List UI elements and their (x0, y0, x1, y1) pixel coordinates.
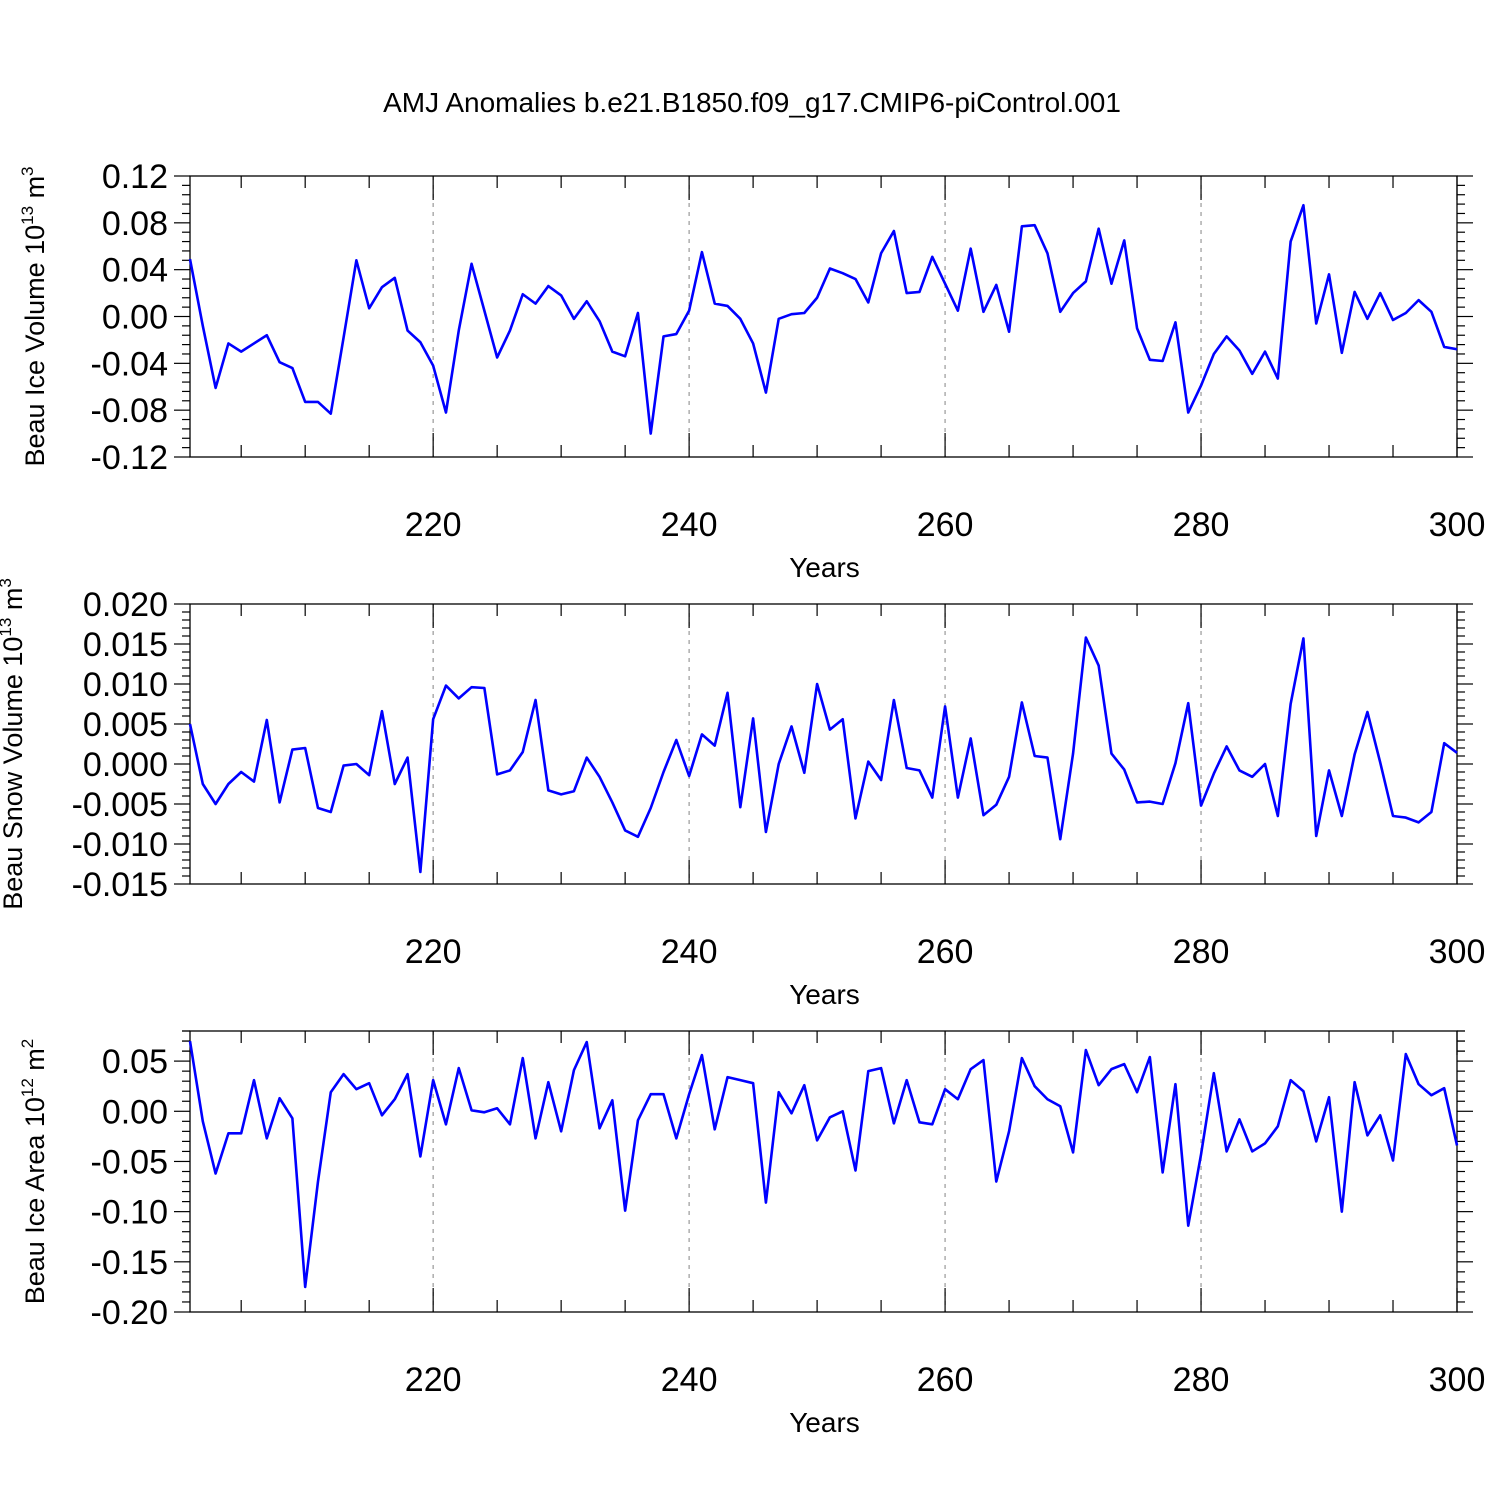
y-axis-label: Beau Ice Volume 1013 m3 (18, 166, 50, 466)
y-tick-label: -0.015 (72, 866, 168, 904)
chart-panel-2: -0.015-0.010-0.0050.0000.0050.0100.0150.… (0, 578, 1485, 1010)
y-axis-label-unit: m (20, 1048, 50, 1078)
figure-title: AMJ Anomalies b.e21.B1850.f09_g17.CMIP6-… (383, 87, 1121, 118)
y-tick-label: -0.05 (91, 1143, 169, 1181)
series-line (188, 203, 1458, 435)
y-axis-label-unit-exponent: 2 (18, 1039, 37, 1048)
x-tick-label: 220 (405, 1361, 462, 1399)
y-tick-label: 0.05 (102, 1043, 168, 1081)
y-axis-label-text: Beau Ice Area 10 (20, 1097, 50, 1304)
x-tick-label: 220 (405, 933, 462, 971)
x-tick-label: 260 (917, 933, 974, 971)
x-tick-label: 240 (661, 506, 718, 544)
y-axis-label-unit: m (0, 588, 28, 618)
x-tick-label: 260 (917, 506, 974, 544)
y-tick-label: 0.04 (102, 252, 168, 290)
y-axis-label-exponent: 13 (0, 618, 15, 637)
chart-panel-3: -0.20 -0.15 -0.10 -0.05 0.00 0.05 220 240 260 280… (18, 1030, 1486, 1438)
x-tick-label: 280 (1173, 1361, 1230, 1399)
y-tick-label: -0.15 (91, 1244, 169, 1282)
y-tick-label: 0.00 (102, 299, 168, 337)
y-axis-label-unit-exponent: 3 (18, 166, 37, 175)
x-tick-label: 260 (917, 1361, 974, 1399)
y-tick-label: -0.08 (91, 392, 169, 430)
chart-panel-1: -0.12 -0.08 -0.04 0.00 0.04 0.08 0.12 220 240 260… (18, 158, 1485, 583)
y-tick-label: -0.005 (72, 786, 168, 824)
y-tick-label: 0.000 (83, 746, 168, 784)
x-tick-label: 300 (1429, 506, 1486, 544)
plot-frame (189, 603, 1458, 885)
y-axis-label: Beau Snow Volume 1013 m3 (0, 578, 28, 910)
y-axis-label-unit: m (20, 176, 50, 206)
y-tick-label: -0.010 (72, 826, 168, 864)
y-tick-label: 0.00 (102, 1093, 168, 1131)
x-tick-label: 220 (405, 506, 462, 544)
plot-frame (189, 175, 1458, 458)
series-line (188, 636, 1458, 874)
x-axis-label: Years (789, 979, 860, 1010)
y-tick-label: 0.015 (83, 626, 168, 664)
y-tick-label: -0.12 (91, 439, 169, 477)
y-tick-label: -0.10 (91, 1194, 169, 1232)
y-tick-label: -0.04 (91, 345, 169, 383)
x-axis-label: Years (789, 552, 860, 583)
x-tick-label: 280 (1173, 933, 1230, 971)
x-tick-label: 300 (1429, 933, 1486, 971)
y-tick-label: 0.005 (83, 706, 168, 744)
y-axis-label-text: Beau Snow Volume 10 (0, 637, 28, 910)
y-axis-label: Beau Ice Area 1012 m2 (18, 1039, 50, 1305)
y-tick-label: 0.08 (102, 205, 168, 243)
y-axis-label-exponent: 13 (18, 206, 37, 225)
y-axis-label-exponent: 12 (18, 1078, 37, 1097)
series-line (188, 1040, 1459, 1289)
y-tick-label: -0.20 (91, 1294, 169, 1332)
y-tick-label: 0.010 (83, 666, 168, 704)
x-tick-label: 300 (1429, 1361, 1486, 1399)
x-tick-label: 240 (661, 933, 718, 971)
x-tick-label: 240 (661, 1361, 718, 1399)
x-tick-label: 280 (1173, 506, 1230, 544)
y-tick-label: 0.12 (102, 158, 168, 196)
y-axis-label-unit-exponent: 3 (0, 578, 15, 587)
x-axis-label: Years (789, 1407, 860, 1438)
y-axis-label-text: Beau Ice Volume 10 (20, 225, 50, 467)
plot-frame (189, 1030, 1458, 1313)
y-tick-label: 0.020 (83, 586, 168, 624)
